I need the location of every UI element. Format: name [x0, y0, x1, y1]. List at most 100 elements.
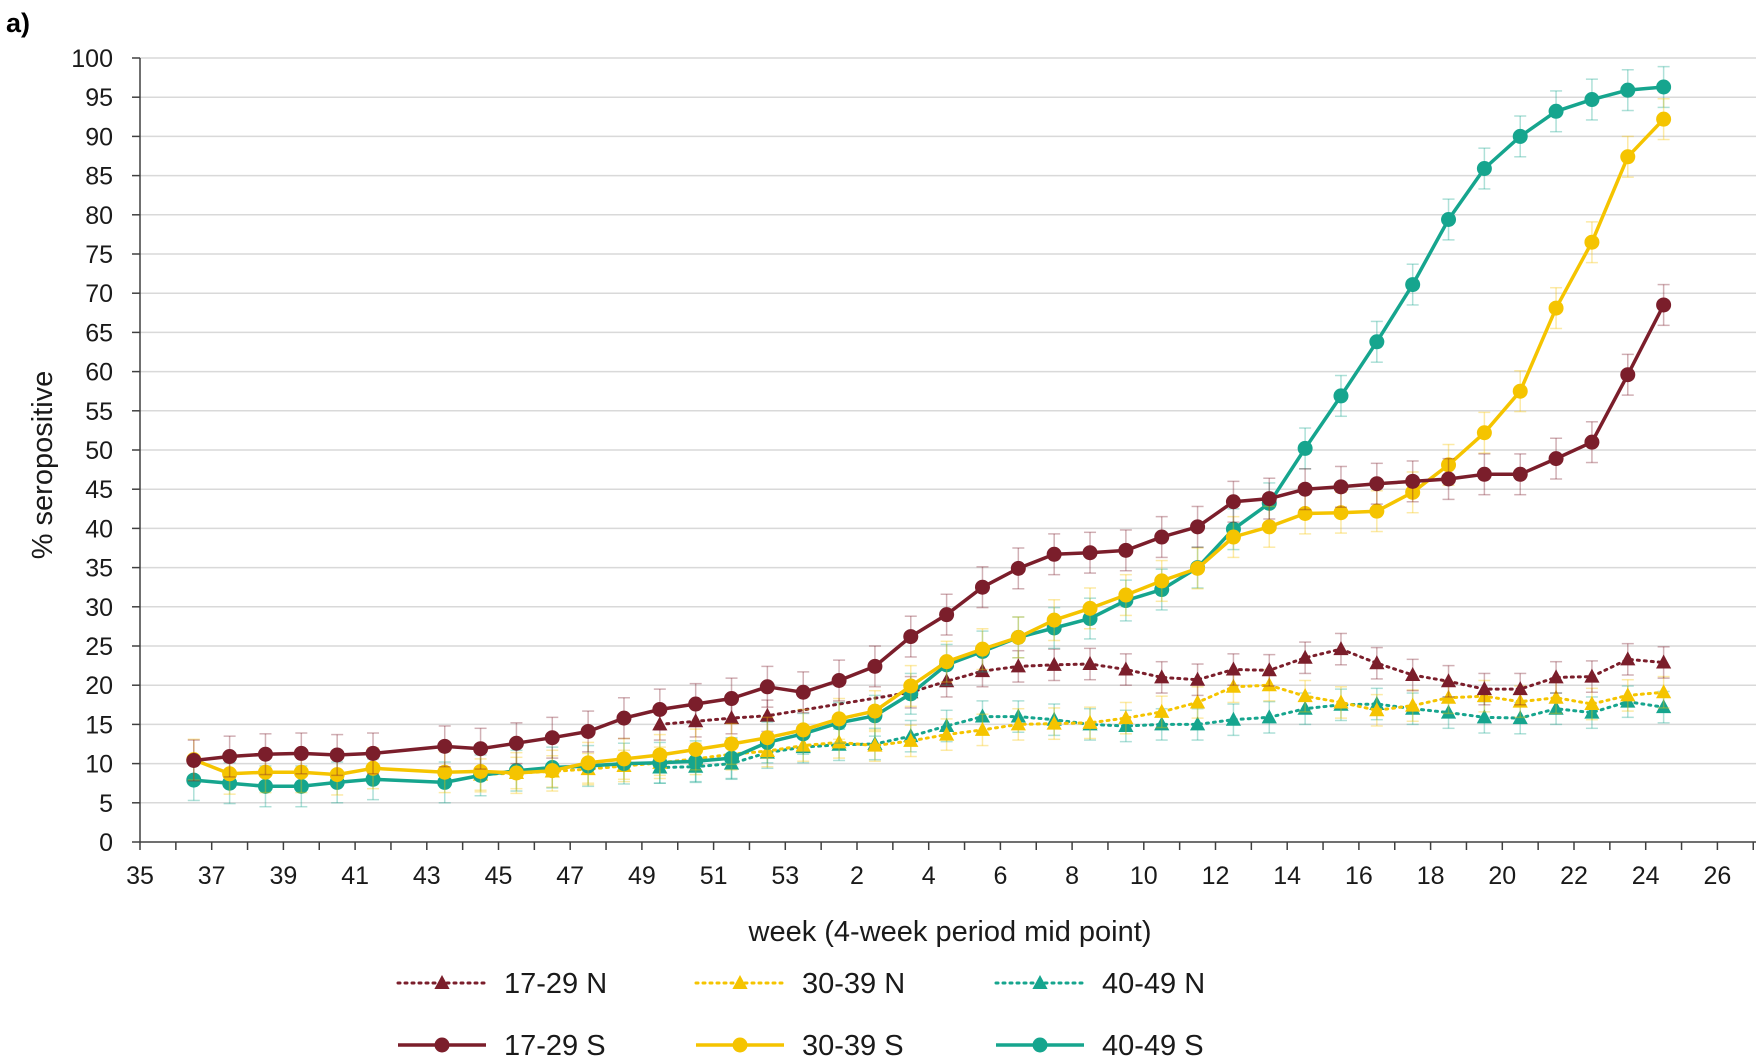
data-point: [1548, 669, 1564, 684]
data-point: [939, 673, 955, 688]
data-point: [1118, 587, 1134, 603]
data-point: [1476, 425, 1492, 441]
data-point: [365, 760, 381, 776]
data-point: [795, 722, 811, 738]
data-point: [1512, 383, 1528, 399]
data-point: [939, 654, 955, 670]
x-tick-label: 24: [1632, 862, 1660, 890]
data-point: [1656, 297, 1672, 313]
data-point: [688, 741, 704, 757]
panel-label: a): [6, 8, 30, 38]
data-point: [974, 721, 991, 736]
data-point: [329, 767, 345, 783]
data-point: [1656, 111, 1672, 127]
data-point: [1440, 704, 1457, 719]
legend: 17-29 N 30-39 N 40-49 N 17-29 S 30-39 S 40-49…: [396, 968, 1205, 1059]
y-tick-label: 20: [85, 672, 113, 700]
data-point: [1620, 367, 1636, 383]
data-point: [939, 607, 955, 623]
data-point: [257, 778, 273, 794]
data-point: [1333, 479, 1349, 495]
gridlines: [140, 57, 1756, 804]
data-point: [903, 629, 919, 645]
data-point: [1225, 529, 1241, 545]
data-point: [652, 747, 668, 763]
data-point: [1476, 161, 1492, 177]
data-point: [1656, 684, 1672, 699]
data-point: [1154, 716, 1170, 731]
data-point: [795, 737, 811, 752]
data-point: [688, 753, 704, 769]
data-point: [1369, 655, 1385, 670]
legend-label: 17-29 N: [504, 968, 607, 1000]
y-tick-label: 45: [85, 476, 113, 504]
x-tick-label: 8: [1065, 862, 1079, 890]
data-point: [724, 736, 740, 752]
data-point: [365, 745, 381, 761]
data-point: [1369, 503, 1385, 519]
data-point: [1656, 699, 1672, 714]
data-point: [544, 763, 560, 779]
x-tick-label: 18: [1417, 862, 1445, 890]
data-point: [939, 726, 955, 741]
data-point: [974, 579, 990, 595]
data-point: [1620, 651, 1636, 666]
data-point: [1261, 709, 1277, 724]
legend-marker: [732, 1037, 748, 1053]
data-point: [724, 750, 740, 766]
x-tick-label: 12: [1202, 862, 1230, 890]
x-tick-label: 51: [700, 862, 728, 890]
data-point: [1405, 277, 1421, 293]
data-point: [974, 663, 991, 678]
data-point: [1512, 466, 1528, 482]
data-point: [724, 691, 740, 707]
data-point: [1405, 484, 1421, 500]
y-tick-label: 90: [85, 123, 113, 151]
y-tick-label: 25: [85, 633, 113, 661]
data-point: [1440, 689, 1457, 704]
data-point: [1261, 662, 1277, 677]
data-point: [1584, 668, 1600, 683]
data-point: [1046, 612, 1062, 628]
legend-marker: [1032, 1037, 1048, 1053]
data-point: [1118, 717, 1134, 732]
data-point: [1620, 687, 1636, 702]
data-point: [1225, 494, 1241, 510]
legend-marker: [434, 1037, 450, 1053]
data-point: [1440, 673, 1457, 688]
data-point: [1548, 700, 1564, 715]
y-tick-labels: 0 5 10 15 20 25 30 35 40 45 50 55 60 65 70 75 80 85 90 95 10…: [71, 45, 113, 857]
x-tick-label: 10: [1130, 862, 1158, 890]
y-tick-label: 30: [85, 594, 113, 622]
data-point: [867, 737, 883, 752]
data-point: [903, 678, 919, 694]
x-tick-label: 45: [485, 862, 513, 890]
series-17-29-s: [186, 283, 1672, 782]
data-point: [1082, 600, 1098, 616]
data-point: [1656, 654, 1672, 669]
data-point: [1154, 529, 1170, 545]
y-axis-title: % seropositive: [27, 371, 59, 560]
y-tick-label: 85: [85, 163, 113, 191]
data-point: [688, 713, 704, 728]
legend-label: 40-49 N: [1102, 968, 1205, 1000]
data-point: [1476, 709, 1492, 724]
data-point: [473, 741, 489, 757]
y-tick-label: 40: [85, 515, 113, 543]
legend-item-17-29-n: 17-29 N: [396, 968, 607, 1000]
data-point: [652, 716, 668, 731]
x-axis-title: week (4-week period mid point): [748, 916, 1152, 948]
axes: [132, 57, 1756, 850]
data-point: [1297, 506, 1313, 522]
data-point: [1225, 678, 1242, 693]
data-point: [1297, 688, 1313, 703]
data-point: [257, 746, 273, 762]
x-tick-labels: 35 37 39 41 43 45 47 49 51 53 2 4 6 8 10 12 14 16 18 20 22 24…: [126, 862, 1731, 890]
series-group: [186, 65, 1672, 808]
data-point: [1118, 710, 1134, 725]
data-point: [437, 738, 453, 754]
data-point: [329, 747, 345, 763]
y-tick-label: 80: [85, 202, 113, 230]
data-point: [1225, 711, 1242, 726]
data-point: [1548, 451, 1564, 467]
